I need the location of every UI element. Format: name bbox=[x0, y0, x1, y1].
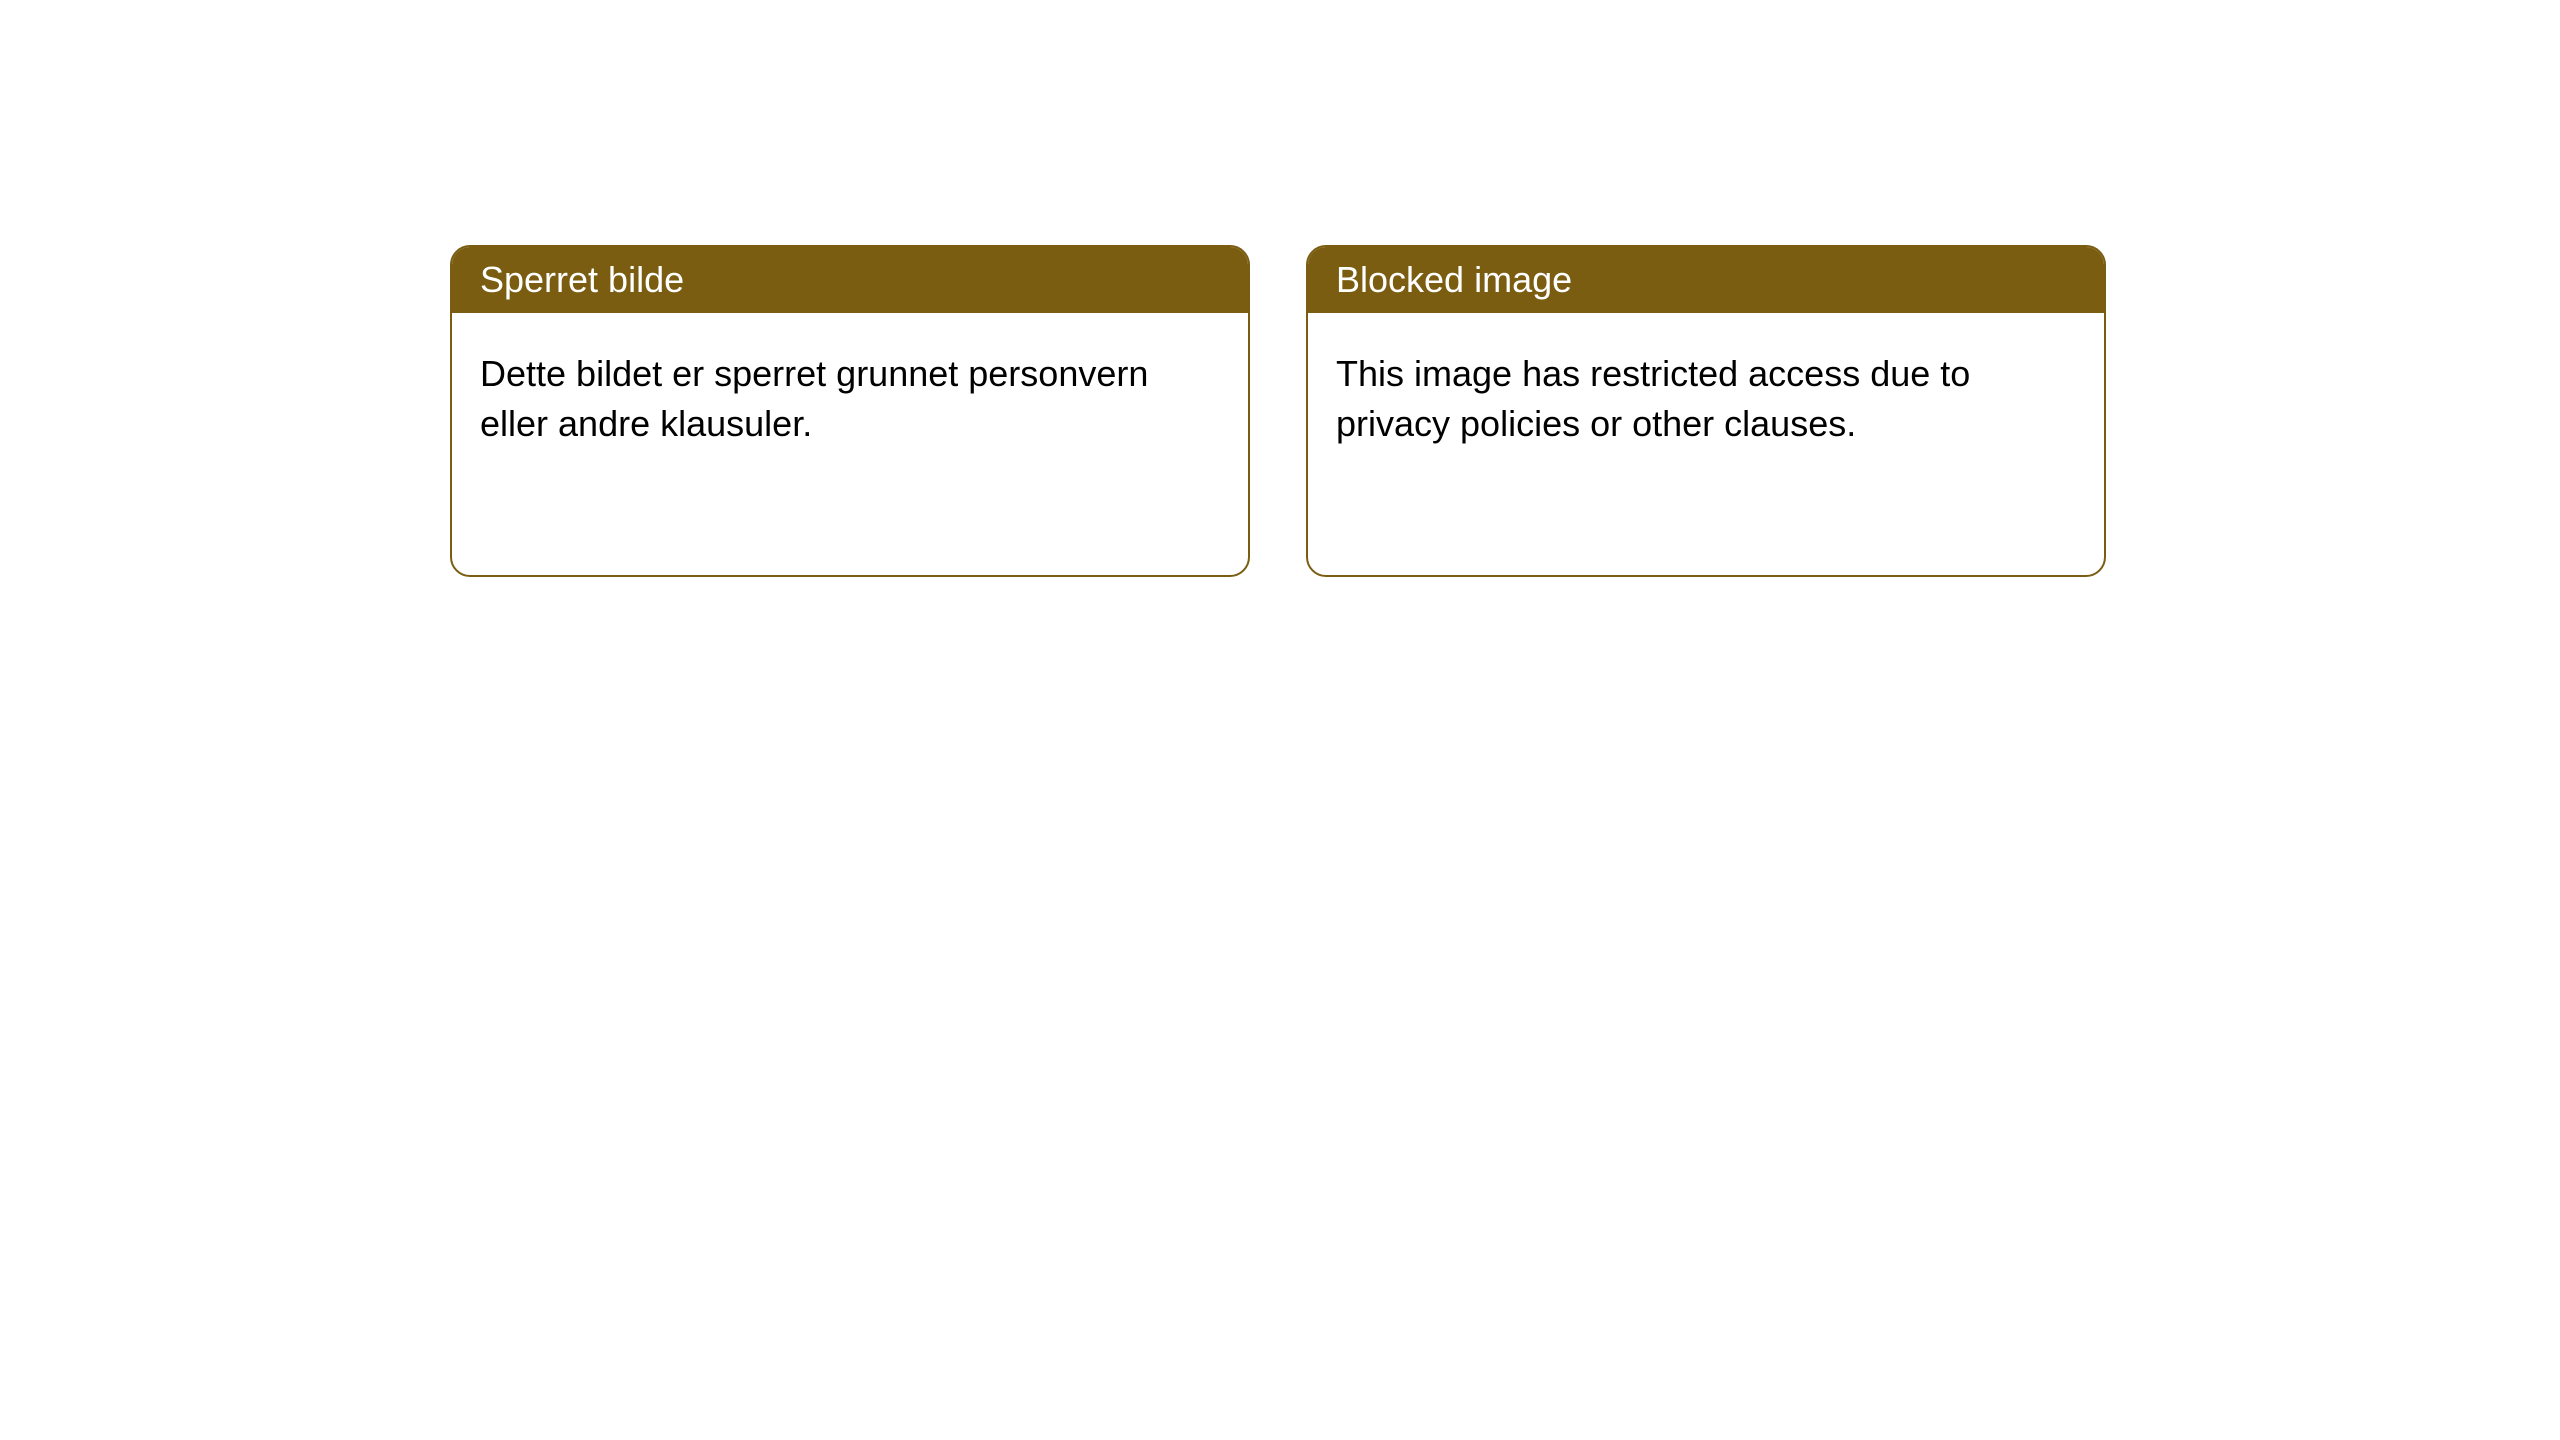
notice-card-norwegian: Sperret bilde Dette bildet er sperret gr… bbox=[450, 245, 1250, 577]
notice-body-text: Dette bildet er sperret grunnet personve… bbox=[480, 353, 1148, 444]
notice-title: Sperret bilde bbox=[480, 259, 684, 300]
notice-card-english: Blocked image This image has restricted … bbox=[1306, 245, 2106, 577]
notice-header: Sperret bilde bbox=[452, 247, 1248, 313]
notice-body: This image has restricted access due to … bbox=[1308, 313, 2104, 486]
notice-title: Blocked image bbox=[1336, 259, 1572, 300]
notice-header: Blocked image bbox=[1308, 247, 2104, 313]
notice-body: Dette bildet er sperret grunnet personve… bbox=[452, 313, 1248, 486]
notice-body-text: This image has restricted access due to … bbox=[1336, 353, 1970, 444]
notice-container: Sperret bilde Dette bildet er sperret gr… bbox=[0, 0, 2560, 577]
